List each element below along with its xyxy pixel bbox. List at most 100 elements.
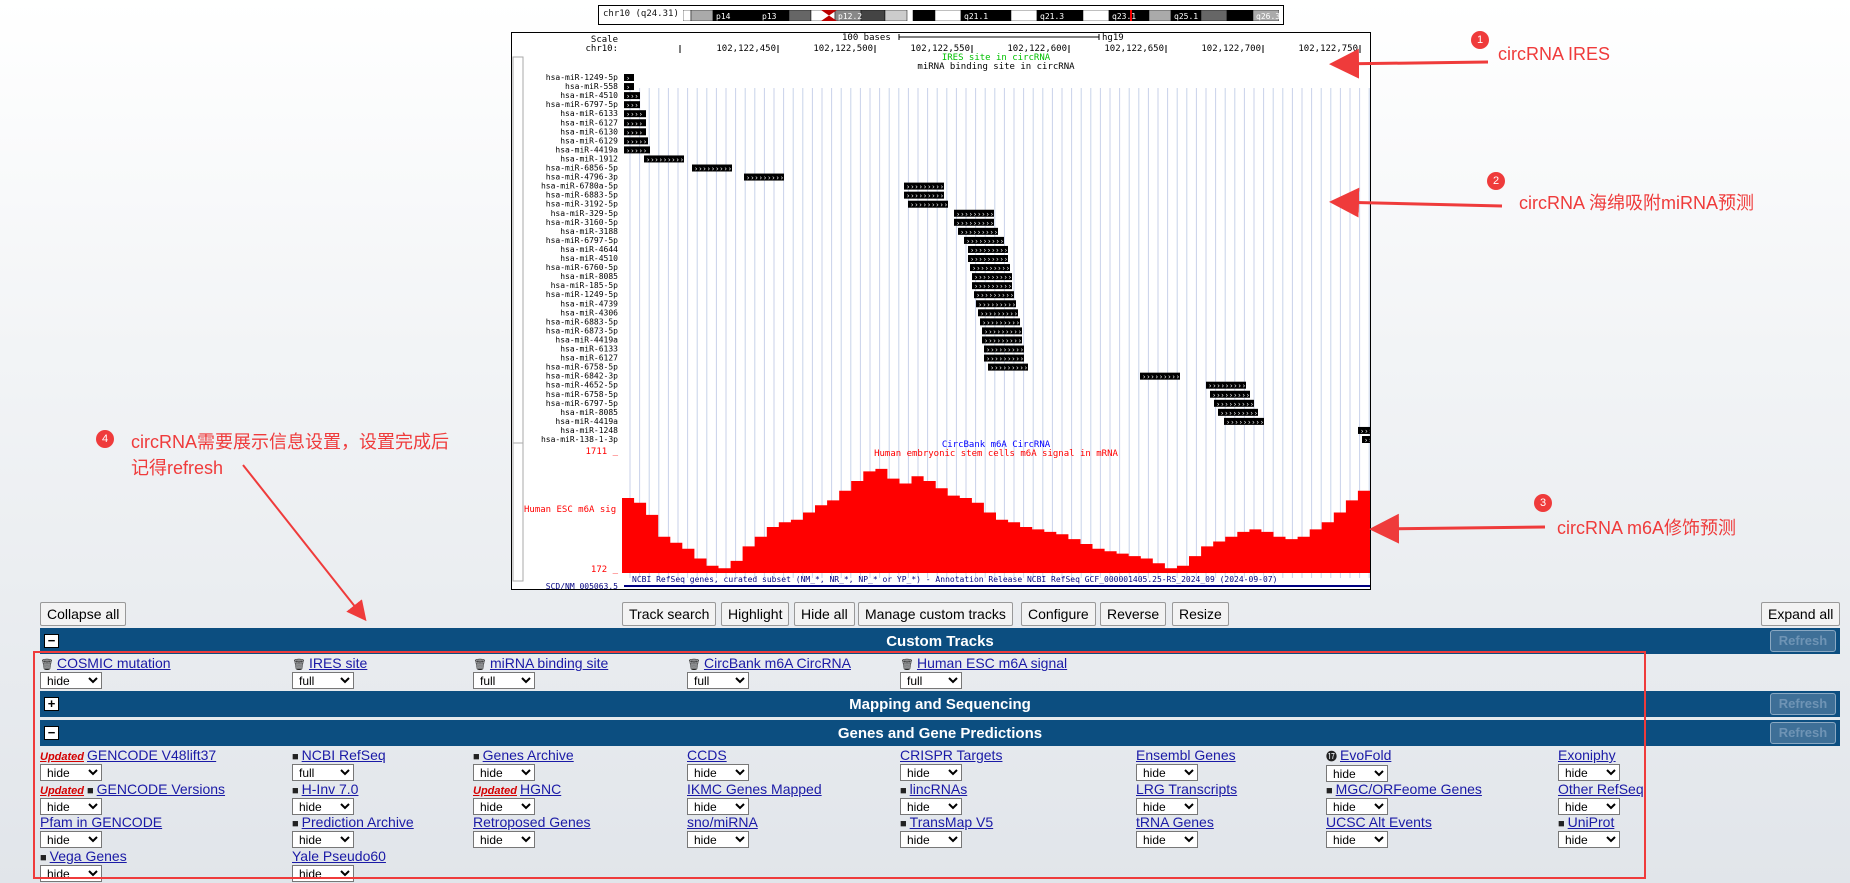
track-visibility-select[interactable]: hide bbox=[473, 798, 535, 815]
mirna-binding-feature[interactable] bbox=[624, 137, 648, 145]
track-sidebar-signal[interactable] bbox=[512, 442, 524, 582]
mirna-binding-feature[interactable] bbox=[644, 155, 684, 163]
mirna-binding-feature[interactable] bbox=[972, 273, 1012, 281]
track-link[interactable]: Updated HGNC bbox=[473, 781, 561, 797]
track-link[interactable]: tRNA Genes bbox=[1136, 814, 1214, 830]
track-visibility-select[interactable]: hide bbox=[40, 672, 102, 689]
track-visibility-select[interactable]: hide bbox=[1136, 764, 1198, 781]
track-link[interactable]: Ensembl Genes bbox=[1136, 747, 1236, 763]
track-link[interactable]: ■ Genes Archive bbox=[473, 747, 574, 763]
track-visibility-select[interactable]: hide bbox=[1136, 798, 1198, 815]
track-link[interactable]: Exoniphy bbox=[1558, 747, 1620, 763]
mirna-binding-feature[interactable] bbox=[1206, 381, 1246, 389]
track-visibility-select[interactable]: full bbox=[687, 672, 749, 689]
mirna-binding-feature[interactable] bbox=[692, 164, 732, 172]
custom-tracks-refresh-button[interactable]: Refresh bbox=[1770, 630, 1836, 652]
mirna-binding-feature[interactable] bbox=[958, 227, 998, 235]
track-visibility-select[interactable]: hide bbox=[473, 831, 535, 848]
track-link[interactable]: Updated GENCODE V48lift37 bbox=[40, 747, 216, 763]
track-link[interactable]: Retroposed Genes bbox=[473, 814, 591, 830]
mirna-binding-feature[interactable] bbox=[624, 74, 634, 81]
track-visibility-select[interactable]: hide bbox=[292, 865, 354, 882]
track-visibility-select[interactable]: hide bbox=[1326, 831, 1388, 848]
mirna-binding-feature[interactable] bbox=[982, 327, 1022, 335]
track-link[interactable]: Other RefSeq bbox=[1558, 781, 1644, 797]
track-visibility-select[interactable]: hide bbox=[900, 798, 962, 815]
track-visibility-select[interactable]: hide bbox=[40, 831, 102, 848]
mirna-binding-feature[interactable] bbox=[954, 218, 994, 226]
mirna-binding-feature[interactable] bbox=[974, 291, 1014, 299]
mirna-binding-feature[interactable] bbox=[624, 146, 650, 154]
track-visibility-select[interactable]: hide bbox=[473, 764, 535, 781]
track-visibility-select[interactable]: hide bbox=[1558, 798, 1620, 815]
mirna-binding-feature[interactable] bbox=[1210, 390, 1250, 398]
mirna-binding-feature[interactable] bbox=[624, 128, 646, 136]
track-search-button[interactable]: Track search bbox=[622, 602, 717, 626]
hide-all-button[interactable]: Hide all bbox=[794, 602, 855, 626]
highlight-button[interactable]: Highlight bbox=[721, 602, 790, 626]
mirna-binding-feature[interactable] bbox=[1362, 436, 1371, 443]
track-link[interactable]: 🗑 CircBank m6A CircRNA bbox=[687, 655, 851, 671]
track-link[interactable]: ⓱ EvoFold bbox=[1326, 747, 1391, 764]
mapping-sequencing-expand-toggle[interactable]: + bbox=[44, 697, 59, 711]
mirna-binding-feature[interactable] bbox=[978, 309, 1018, 317]
mirna-binding-feature[interactable] bbox=[954, 209, 994, 217]
genome-browser-image[interactable]: Scale chr10: 100 bases hg19 102,122,450 102,1… bbox=[511, 32, 1371, 590]
mirna-binding-feature[interactable] bbox=[972, 282, 1012, 290]
track-visibility-select[interactable]: full bbox=[900, 672, 962, 689]
mirna-binding-feature[interactable] bbox=[624, 110, 646, 118]
track-link[interactable]: Yale Pseudo60 bbox=[292, 848, 386, 864]
track-link[interactable]: Updated ■ GENCODE Versions bbox=[40, 781, 225, 797]
track-link[interactable]: UCSC Alt Events bbox=[1326, 814, 1432, 830]
configure-button[interactable]: Configure bbox=[1021, 602, 1096, 626]
track-link[interactable]: ■ Vega Genes bbox=[40, 848, 127, 864]
mirna-binding-feature[interactable] bbox=[970, 264, 1010, 272]
track-link[interactable]: sno/miRNA bbox=[687, 814, 758, 830]
track-visibility-select[interactable]: hide bbox=[900, 764, 962, 781]
mirna-binding-feature[interactable] bbox=[1224, 417, 1264, 425]
mirna-binding-feature[interactable] bbox=[744, 173, 784, 181]
reverse-button[interactable]: Reverse bbox=[1100, 602, 1167, 626]
m6a-signal-area[interactable] bbox=[622, 468, 1371, 573]
track-link[interactable]: ■ lincRNAs bbox=[900, 781, 967, 797]
track-link[interactable]: 🗑 IRES site bbox=[292, 655, 367, 671]
track-visibility-select[interactable]: hide bbox=[292, 798, 354, 815]
track-link[interactable]: ■ MGC/ORFeome Genes bbox=[1326, 781, 1482, 797]
track-visibility-select[interactable]: hide bbox=[40, 865, 102, 882]
track-visibility-select[interactable]: hide bbox=[1326, 765, 1388, 782]
mirna-binding-feature[interactable] bbox=[1218, 408, 1258, 416]
track-link[interactable]: Pfam in GENCODE bbox=[40, 814, 162, 830]
track-visibility-select[interactable]: full bbox=[292, 764, 354, 781]
track-link[interactable]: 🗑 Human ESC m6A signal bbox=[900, 655, 1067, 671]
track-visibility-select[interactable]: hide bbox=[40, 764, 102, 781]
track-visibility-select[interactable]: hide bbox=[1558, 831, 1620, 848]
mirna-binding-feature[interactable] bbox=[624, 101, 640, 109]
track-visibility-select[interactable]: hide bbox=[292, 831, 354, 848]
mirna-binding-feature[interactable] bbox=[624, 83, 634, 91]
track-link[interactable]: 🗑 miRNA binding site bbox=[473, 655, 608, 671]
mirna-binding-feature[interactable] bbox=[1214, 399, 1254, 407]
mirna-binding-feature[interactable] bbox=[964, 236, 1004, 244]
track-visibility-select[interactable]: hide bbox=[687, 831, 749, 848]
genes-predictions-refresh-button[interactable]: Refresh bbox=[1770, 722, 1836, 744]
mirna-binding-feature[interactable] bbox=[1140, 372, 1180, 380]
mirna-binding-feature[interactable] bbox=[968, 245, 1008, 253]
mirna-binding-feature[interactable] bbox=[984, 354, 1024, 362]
mirna-binding-feature[interactable] bbox=[904, 182, 944, 190]
custom-tracks-collapse-toggle[interactable]: − bbox=[44, 634, 59, 648]
mirna-binding-feature[interactable] bbox=[982, 336, 1022, 344]
mirna-binding-feature[interactable] bbox=[624, 119, 646, 127]
track-visibility-select[interactable]: hide bbox=[900, 831, 962, 848]
track-visibility-select[interactable]: hide bbox=[1326, 798, 1388, 815]
track-visibility-select[interactable]: hide bbox=[687, 764, 749, 781]
track-sidebar-mirna[interactable] bbox=[512, 56, 524, 468]
track-link[interactable]: ■ TransMap V5 bbox=[900, 814, 993, 830]
track-link[interactable]: IKMC Genes Mapped bbox=[687, 781, 822, 797]
track-link[interactable]: ■ H-Inv 7.0 bbox=[292, 781, 358, 797]
mirna-binding-feature[interactable] bbox=[968, 255, 1008, 262]
track-visibility-select[interactable]: hide bbox=[1136, 831, 1198, 848]
track-link[interactable]: ■ NCBI RefSeq bbox=[292, 747, 386, 763]
genes-predictions-collapse-toggle[interactable]: − bbox=[44, 726, 59, 740]
mirna-binding-feature[interactable] bbox=[984, 345, 1024, 353]
mapping-sequencing-refresh-button[interactable]: Refresh bbox=[1770, 693, 1836, 715]
